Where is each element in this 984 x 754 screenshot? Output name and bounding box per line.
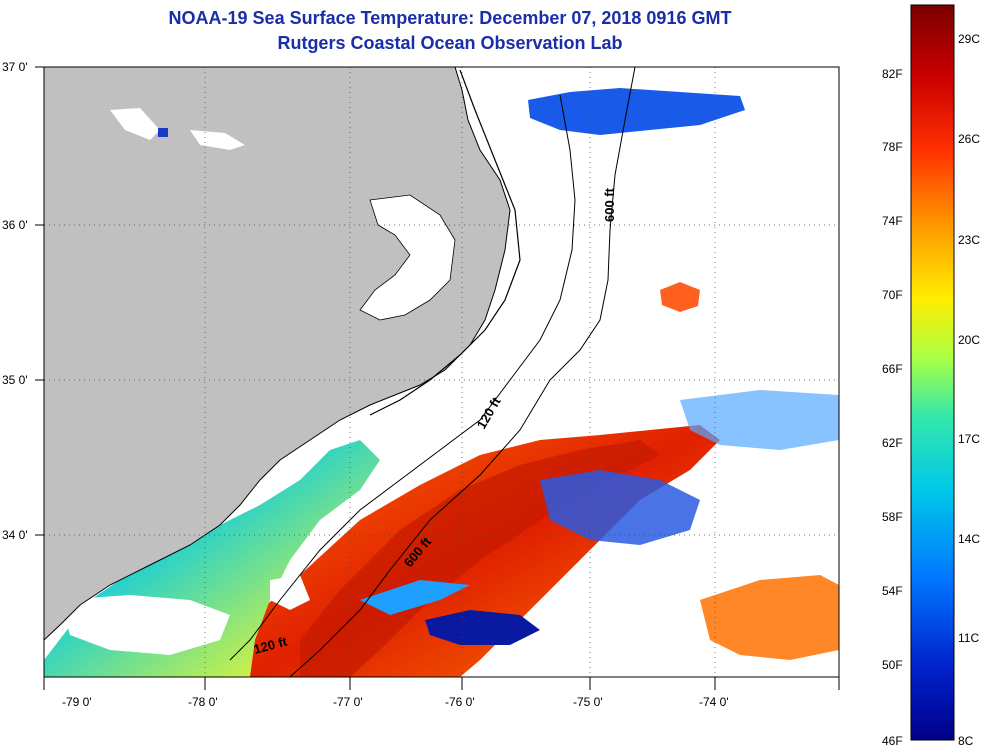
river-inlet-2	[190, 130, 245, 150]
lon-label-78: -78 0'	[188, 695, 218, 709]
cbar-c-8: 8C	[958, 734, 974, 748]
white-cloud-south	[60, 595, 230, 655]
cbar-f-54: 54F	[882, 584, 903, 598]
cbar-f-82: 82F	[882, 67, 903, 81]
river-inlet-1	[110, 108, 160, 140]
outer-banks	[369, 69, 521, 416]
cbar-f-46: 46F	[882, 734, 903, 748]
pamlico-sound	[359, 194, 456, 321]
cold-patch-south	[425, 610, 540, 645]
cbar-f-62: 62F	[882, 436, 903, 450]
southeast-warm-patch	[700, 575, 839, 660]
graticule	[44, 67, 839, 677]
inland-lake-blue	[158, 128, 168, 137]
cbar-f-50: 50F	[882, 658, 903, 672]
cbar-c-14: 14C	[958, 532, 981, 546]
lat-label-35: 35 0'	[2, 373, 28, 387]
cbar-f-78: 78F	[882, 140, 903, 154]
cold-dot-sw	[360, 580, 470, 615]
cbar-c-11: 11C	[958, 631, 980, 645]
map-subtitle: Rutgers Coastal Ocean Observation Lab	[277, 33, 623, 53]
lon-label-79: -79 0'	[62, 695, 92, 709]
white-cloud-mid	[270, 575, 310, 610]
cold-patch-north	[528, 88, 745, 135]
cbar-c-20: 20C	[958, 333, 981, 347]
lon-label-77: -77 0'	[333, 695, 363, 709]
lon-label-74: -74 0'	[699, 695, 729, 709]
plot-frame	[43, 66, 840, 678]
cbar-c-23: 23C	[958, 233, 981, 247]
cold-patch-central	[540, 470, 700, 545]
cbar-c-26: 26C	[958, 132, 981, 146]
contour-120ft	[229, 94, 576, 661]
lat-label-34: 34 0'	[2, 528, 28, 542]
lon-label-76: -76 0'	[445, 695, 475, 709]
lat-label-37: 37 0'	[2, 60, 28, 74]
cbar-f-74: 74F	[882, 214, 903, 228]
lon-label-75: -75 0'	[573, 695, 603, 709]
colorbar	[910, 4, 955, 741]
cbar-c-17: 17C	[958, 432, 981, 446]
map-title: NOAA-19 Sea Surface Temperature: Decembe…	[168, 8, 732, 28]
warm-patch-offshore	[660, 282, 700, 312]
cbar-f-58: 58F	[882, 510, 903, 524]
cloud-patch-east	[680, 390, 839, 450]
lat-label-36: 36 0'	[2, 218, 28, 232]
axis-ticks	[35, 66, 840, 690]
contour-label-600-north: 600 ft	[602, 187, 617, 222]
cbar-f-70: 70F	[882, 288, 903, 302]
cbar-f-66: 66F	[882, 362, 903, 376]
cbar-c-29: 29C	[958, 32, 981, 46]
